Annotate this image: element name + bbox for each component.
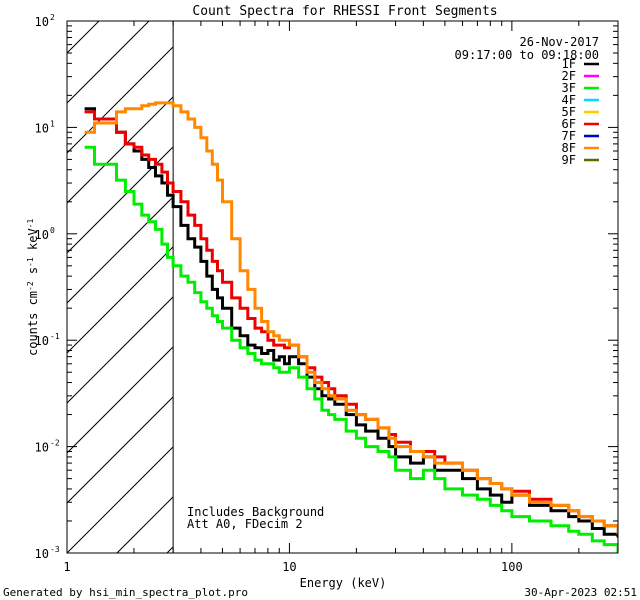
- series-1f: [84, 107, 618, 538]
- hatch-line: [67, 196, 174, 304]
- hatch-line: [67, 21, 150, 104]
- y-tick-exponent: 0: [50, 226, 55, 235]
- hatch-line: [67, 396, 174, 504]
- plot-frame: [66, 20, 619, 554]
- footer-generated-by: Generated by hsi_min_spectra_plot.pro: [3, 586, 248, 599]
- chart-date: 26-Nov-2017: [520, 35, 599, 49]
- hatch-line: [67, 46, 174, 154]
- y-tick-label: 10: [35, 228, 49, 242]
- y-tick-exponent: -1: [50, 332, 60, 341]
- annotation-attenuator: Att A0, FDecim 2: [187, 517, 303, 531]
- y-tick-exponent: 1: [50, 119, 55, 128]
- legend-label: 1F: [562, 57, 576, 71]
- x-axis-label: Energy (keV): [300, 576, 387, 590]
- hatch-line: [67, 296, 174, 404]
- y-tick-label: 10: [35, 15, 49, 29]
- legend-label: 2F: [562, 69, 576, 83]
- series-3f: [84, 145, 618, 553]
- y-tick-exponent: -2: [50, 439, 60, 448]
- legend-label: 7F: [562, 129, 576, 143]
- y-tick-label: 10: [35, 334, 49, 348]
- series-8f: [84, 101, 618, 535]
- chart-time-range: 09:17:00 to 09:18:00: [455, 48, 600, 62]
- series-6f: [84, 110, 618, 532]
- legend-label: 9F: [562, 153, 576, 167]
- chart-title: Count Spectra for RHESSI Front Segments: [192, 4, 497, 19]
- hatched-region: [67, 21, 174, 553]
- legend-label: 4F: [562, 93, 576, 107]
- x-tick-label: 100: [501, 560, 523, 574]
- y-tick-exponent: -3: [50, 545, 60, 554]
- legend-label: 3F: [562, 81, 576, 95]
- footer-timestamp: 30-Apr-2023 02:51: [524, 586, 637, 599]
- legend-label: 8F: [562, 141, 576, 155]
- hatch-line: [67, 346, 174, 454]
- y-tick-label: 10: [35, 441, 49, 455]
- y-tick-label: 10: [35, 121, 49, 135]
- y-tick-label: 10: [35, 547, 49, 561]
- annotation-background: Includes Background: [187, 505, 324, 519]
- hatch-line: [67, 146, 174, 254]
- y-axis-label: counts cm-2 s-1 keV-1: [26, 219, 41, 356]
- x-tick-label: 10: [282, 560, 296, 574]
- y-tick-exponent: 2: [50, 13, 55, 22]
- hatch-line: [67, 446, 174, 553]
- legend-label: 5F: [562, 105, 576, 119]
- axis-ticks: [66, 20, 619, 554]
- x-tick-label: 1: [63, 560, 70, 574]
- legend-label: 6F: [562, 117, 576, 131]
